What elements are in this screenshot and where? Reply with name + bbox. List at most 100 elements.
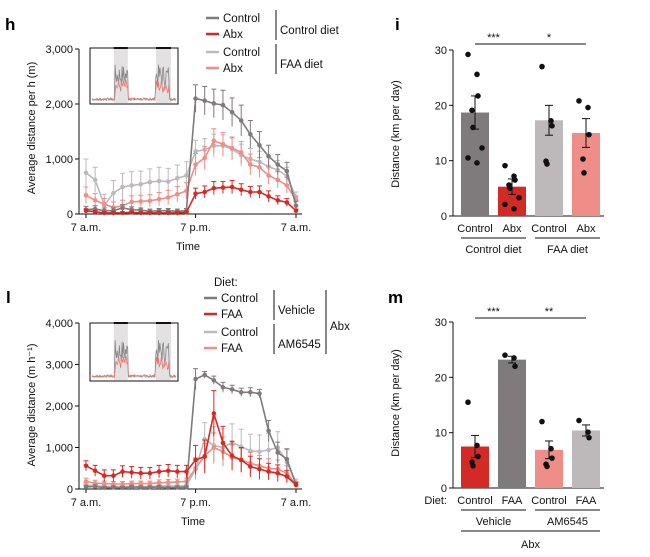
h-series bbox=[83, 84, 299, 216]
data-point bbox=[147, 179, 153, 185]
category-label: Abx bbox=[503, 223, 522, 235]
row-label: Diet: bbox=[424, 495, 447, 507]
m-y-axis-label: Distance (km per day) bbox=[390, 349, 402, 457]
data-point bbox=[511, 206, 517, 212]
data-point bbox=[202, 372, 207, 378]
data-point bbox=[175, 485, 180, 490]
y-tick-label: 10 bbox=[435, 156, 447, 168]
data-point bbox=[257, 164, 262, 170]
legend-outer-label: Abx bbox=[330, 321, 350, 333]
data-point bbox=[120, 210, 125, 216]
data-point bbox=[248, 390, 253, 395]
data-point bbox=[92, 468, 98, 474]
data-point bbox=[293, 482, 299, 488]
dark-phase-shade bbox=[113, 49, 128, 103]
data-point bbox=[193, 376, 198, 382]
legend-entry: Control bbox=[223, 47, 260, 59]
data-point bbox=[257, 391, 262, 396]
data-point bbox=[193, 191, 198, 196]
data-point bbox=[184, 485, 189, 490]
x-tick-label: 7 a.m. bbox=[71, 222, 102, 234]
data-point bbox=[175, 210, 180, 216]
panel-label-m: m bbox=[388, 288, 403, 307]
data-point bbox=[474, 442, 480, 449]
panel-label-h: h bbox=[5, 15, 15, 34]
data-point bbox=[165, 480, 171, 485]
data-point bbox=[111, 481, 116, 487]
data-point bbox=[83, 208, 89, 213]
data-point bbox=[238, 187, 244, 193]
category-label: FAA bbox=[502, 495, 523, 507]
data-point bbox=[257, 189, 262, 195]
data-point bbox=[544, 161, 550, 167]
data-point bbox=[83, 170, 89, 176]
legend-entry: Abx bbox=[223, 63, 243, 75]
x-tick-label: 7 a.m. bbox=[281, 222, 312, 234]
data-point bbox=[120, 205, 125, 211]
l-inset-actogram bbox=[89, 322, 179, 382]
data-point bbox=[138, 199, 144, 204]
data-point bbox=[284, 456, 290, 462]
data-point bbox=[275, 162, 281, 167]
data-point bbox=[511, 355, 517, 361]
group-label: AM6545 bbox=[547, 516, 588, 528]
legend-title: Diet: bbox=[214, 277, 238, 289]
data-point bbox=[275, 197, 281, 203]
data-point bbox=[120, 469, 125, 474]
data-point bbox=[101, 201, 107, 207]
series-control bbox=[83, 368, 299, 491]
data-point bbox=[474, 71, 480, 78]
data-point bbox=[111, 190, 116, 196]
data-point bbox=[120, 184, 125, 190]
data-point bbox=[539, 418, 545, 425]
data-point bbox=[220, 385, 226, 390]
data-point bbox=[111, 205, 116, 210]
data-point bbox=[165, 179, 171, 184]
h-x-axis-label: Time bbox=[176, 241, 200, 253]
data-point bbox=[92, 209, 98, 215]
y-tick-label: 4,000 bbox=[45, 318, 73, 330]
data-point bbox=[248, 162, 253, 167]
data-point bbox=[202, 189, 207, 195]
data-point bbox=[211, 377, 217, 383]
data-point bbox=[275, 450, 281, 455]
data-point bbox=[120, 485, 125, 491]
data-point bbox=[202, 98, 207, 103]
i-bar-chart: 0 10 20 30 Control Abx Control Abx Control diet F… bbox=[435, 32, 604, 256]
y-tick-label: 30 bbox=[435, 317, 447, 329]
data-point bbox=[175, 479, 180, 485]
data-point bbox=[184, 469, 189, 474]
data-point bbox=[229, 453, 235, 459]
data-point bbox=[516, 194, 522, 201]
x-tick-label: 7 a.m. bbox=[71, 497, 102, 509]
data-point bbox=[175, 175, 180, 181]
significance-label: *** bbox=[487, 32, 501, 44]
data-point bbox=[229, 145, 235, 151]
category-label: Control bbox=[531, 223, 566, 235]
panel-m: m Distance (km per day) 0 10 20 30 Control FA… bbox=[388, 288, 604, 551]
data-point bbox=[83, 479, 89, 484]
data-point bbox=[512, 177, 518, 183]
data-point bbox=[147, 485, 153, 490]
data-point bbox=[184, 173, 189, 178]
data-point bbox=[138, 485, 144, 490]
y-tick-label: 2,000 bbox=[45, 401, 73, 413]
data-point bbox=[165, 195, 171, 200]
series-abx bbox=[83, 390, 299, 488]
data-point bbox=[156, 469, 162, 474]
data-point bbox=[92, 484, 98, 489]
i-y-axis-label: Distance (km per day) bbox=[390, 80, 402, 188]
y-tick-label: 20 bbox=[435, 100, 447, 112]
data-point bbox=[193, 162, 198, 167]
data-point bbox=[211, 185, 217, 191]
data-point bbox=[83, 463, 89, 469]
legend-entry: Control bbox=[221, 327, 258, 339]
legend-entry: FAA bbox=[221, 309, 243, 321]
x-tick-label: 7 p.m. bbox=[180, 497, 211, 509]
data-point bbox=[184, 210, 189, 215]
data-point bbox=[220, 185, 226, 190]
m-bar-chart: 0 10 20 30 Control FAA Control FAA Vehicle AM6545… bbox=[424, 306, 604, 551]
data-point bbox=[539, 63, 545, 70]
legend-entry: Control bbox=[221, 293, 258, 305]
